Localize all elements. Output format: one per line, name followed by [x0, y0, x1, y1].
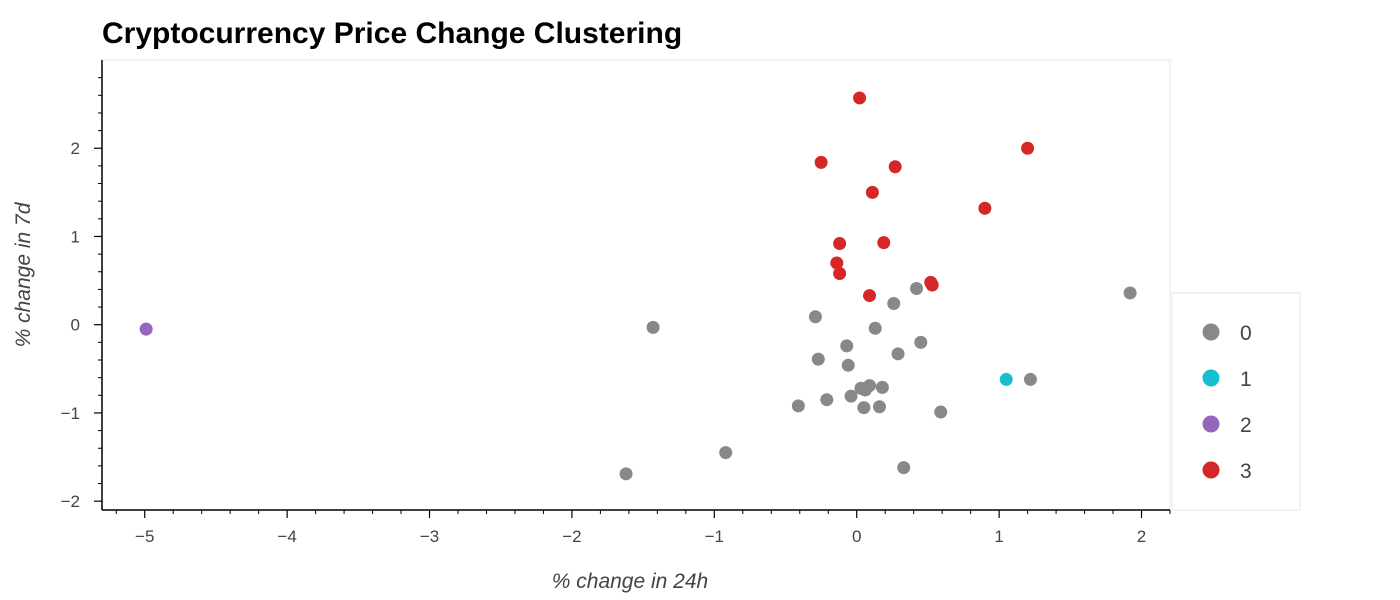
- y-axis-label: % change in 7d: [12, 201, 35, 347]
- data-point-cluster-0: [934, 405, 948, 419]
- axes: −5 −4 −3 −2 −1 0 1 2 −2 −1 0 1 2: [61, 60, 1171, 546]
- data-point-cluster-0: [875, 380, 889, 394]
- data-point-cluster-0: [844, 389, 858, 403]
- data-point-cluster-0: [719, 446, 733, 460]
- data-point-cluster-0: [1123, 286, 1137, 300]
- legend-box: [1171, 292, 1301, 511]
- data-point-cluster-3: [865, 185, 879, 199]
- y-tick-label: −2: [61, 492, 80, 511]
- x-tick-label: −4: [277, 527, 296, 546]
- data-point-cluster-0: [840, 339, 854, 353]
- data-point-cluster-0: [897, 461, 911, 475]
- data-point-cluster-3: [888, 160, 902, 174]
- data-point-cluster-3: [877, 236, 891, 250]
- data-point-cluster-0: [873, 400, 887, 414]
- y-tick-label: −1: [61, 404, 80, 423]
- x-tick-label: −2: [562, 527, 581, 546]
- data-point-cluster-0: [791, 399, 805, 413]
- x-tick-label: −3: [420, 527, 439, 546]
- x-tick-label: 2: [1137, 527, 1146, 546]
- x-tick-label: −1: [705, 527, 724, 546]
- y-tick-label: 1: [71, 227, 80, 246]
- data-point-cluster-0: [868, 321, 882, 335]
- data-point-cluster-1: [999, 372, 1013, 386]
- legend-label-3: 3: [1240, 460, 1252, 483]
- data-point-cluster-3: [1021, 141, 1035, 155]
- data-point-cluster-0: [841, 358, 855, 372]
- data-point-cluster-3: [814, 155, 828, 169]
- legend: 0 1 2 3: [1171, 292, 1301, 511]
- data-point-cluster-2: [139, 322, 153, 336]
- legend-marker-3: [1202, 461, 1220, 479]
- data-point-cluster-3: [853, 91, 867, 105]
- data-point-cluster-0: [808, 310, 822, 324]
- legend-marker-1: [1202, 369, 1220, 387]
- x-tick-label: 0: [852, 527, 861, 546]
- data-point-cluster-3: [925, 278, 939, 292]
- chart-title: Cryptocurrency Price Change Clustering: [102, 17, 682, 50]
- data-point-cluster-0: [914, 335, 928, 349]
- x-axis-label: % change in 24h: [552, 570, 708, 593]
- legend-marker-2: [1202, 415, 1220, 433]
- x-tick-label: −5: [135, 527, 154, 546]
- data-point-cluster-3: [978, 201, 992, 215]
- data-points: [139, 91, 1137, 481]
- data-point-cluster-3: [833, 267, 847, 281]
- data-point-cluster-0: [887, 297, 901, 311]
- x-tick-label: 1: [994, 527, 1003, 546]
- plot-frame: [101, 59, 1171, 511]
- y-tick-label: 2: [71, 139, 80, 158]
- data-point-cluster-0: [1023, 372, 1037, 386]
- data-point-cluster-0: [891, 347, 905, 361]
- data-point-cluster-3: [833, 237, 847, 251]
- data-point-cluster-0: [619, 467, 633, 481]
- y-tick-label: 0: [71, 316, 80, 335]
- data-point-cluster-0: [820, 393, 834, 407]
- legend-label-0: 0: [1240, 322, 1252, 345]
- legend-label-1: 1: [1240, 368, 1252, 391]
- data-point-cluster-3: [830, 256, 844, 270]
- legend-label-2: 2: [1240, 414, 1252, 437]
- data-point-cluster-0: [811, 352, 825, 366]
- data-point-cluster-0: [910, 282, 924, 296]
- data-point-cluster-0: [863, 379, 877, 393]
- data-point-cluster-0: [857, 401, 871, 415]
- data-point-cluster-3: [863, 289, 877, 303]
- data-point-cluster-0: [646, 320, 660, 334]
- legend-marker-0: [1202, 323, 1220, 341]
